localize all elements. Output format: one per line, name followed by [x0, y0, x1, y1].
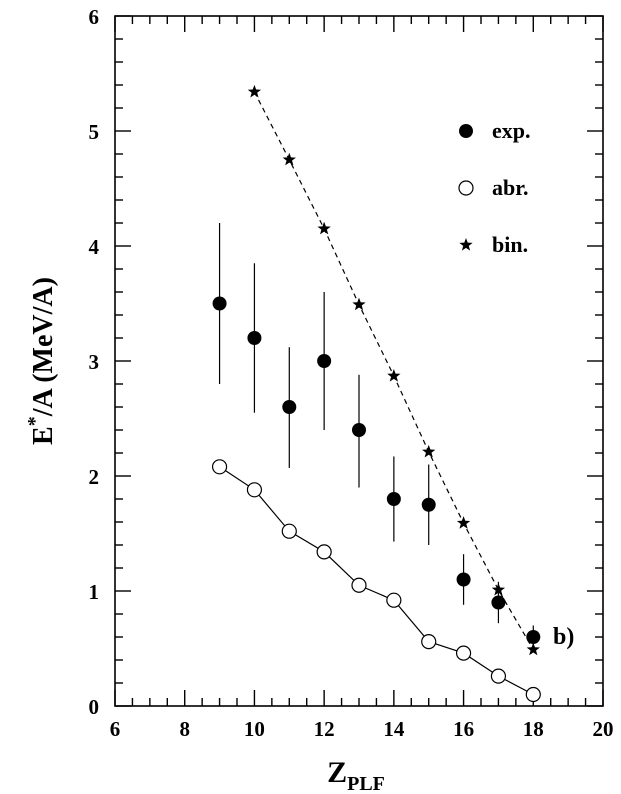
x-tick-label: 20: [593, 717, 614, 741]
data-point: [282, 400, 297, 414]
series-bin: [247, 84, 540, 656]
x-tick-label: 6: [110, 717, 121, 741]
data-point: [352, 423, 366, 437]
y-axis-title-sup: *: [24, 416, 46, 426]
legend-item: exp.: [459, 118, 531, 143]
x-tick-label: 18: [523, 717, 544, 741]
data-point: [247, 331, 262, 345]
series-abr: [211, 459, 541, 703]
x-tick-label: 10: [244, 717, 265, 741]
data-point: [422, 444, 436, 458]
panel-label: b): [553, 624, 574, 650]
data-point: [282, 152, 296, 166]
data-point: [317, 221, 331, 235]
x-tick-label: 8: [179, 717, 190, 741]
y-tick-label: 0: [89, 695, 100, 719]
y-tick-label: 6: [89, 5, 100, 29]
legend-marker-star: [459, 238, 473, 251]
data-point: [491, 582, 506, 596]
legend-marker-open-circle: [458, 180, 474, 196]
legend-item: bin.: [459, 232, 528, 257]
data-point: [421, 497, 436, 512]
y-tick-label: 2: [89, 465, 100, 489]
x-tick-label: 16: [453, 717, 474, 741]
data-point: [247, 84, 262, 98]
series-exp: [212, 223, 541, 649]
data-point: [456, 572, 471, 587]
x-axis-title-sub: PLF: [347, 773, 385, 794]
data-point: [211, 459, 228, 475]
data-point: [387, 368, 401, 382]
data-point: [386, 492, 401, 506]
data-point: [281, 523, 297, 539]
data-point: [455, 645, 472, 661]
data-point: [490, 668, 507, 684]
y-tick-label: 5: [89, 120, 100, 144]
data-point: [526, 630, 541, 644]
y-tick-label: 3: [89, 350, 100, 374]
y-axis-title-main: E: [28, 426, 59, 445]
y-axis-title: E*/A (MeV/A): [24, 277, 59, 445]
data-point: [491, 595, 506, 610]
legend-label: exp.: [492, 118, 531, 143]
x-tick-label: 12: [314, 717, 335, 741]
data-point: [526, 642, 540, 656]
legend-marker-filled-circle: [459, 124, 473, 138]
y-tick-label: 1: [89, 580, 100, 604]
data-point: [316, 544, 332, 560]
y-tick-label: 4: [89, 235, 100, 259]
data-point: [386, 592, 402, 608]
data-point: [525, 686, 541, 703]
data-point: [317, 354, 332, 368]
data-point: [351, 577, 367, 593]
data-point: [456, 516, 471, 529]
axis-ticks: [114, 15, 604, 707]
legend-label: bin.: [492, 232, 528, 257]
data-point: [352, 297, 366, 311]
x-axis-title-main: Z: [327, 756, 347, 789]
x-tick-label: 14: [383, 717, 405, 741]
series-line: [219, 466, 534, 696]
series-layer: [211, 84, 541, 703]
legend: exp. abr. bin.: [458, 118, 531, 257]
x-axis-title: ZPLF: [327, 756, 385, 794]
data-point: [246, 482, 263, 498]
legend-label: abr.: [492, 175, 528, 200]
y-axis-title-rest: /A (MeV/A): [28, 277, 59, 417]
data-point: [212, 296, 227, 311]
legend-item: abr.: [458, 175, 528, 200]
data-point: [421, 633, 437, 650]
